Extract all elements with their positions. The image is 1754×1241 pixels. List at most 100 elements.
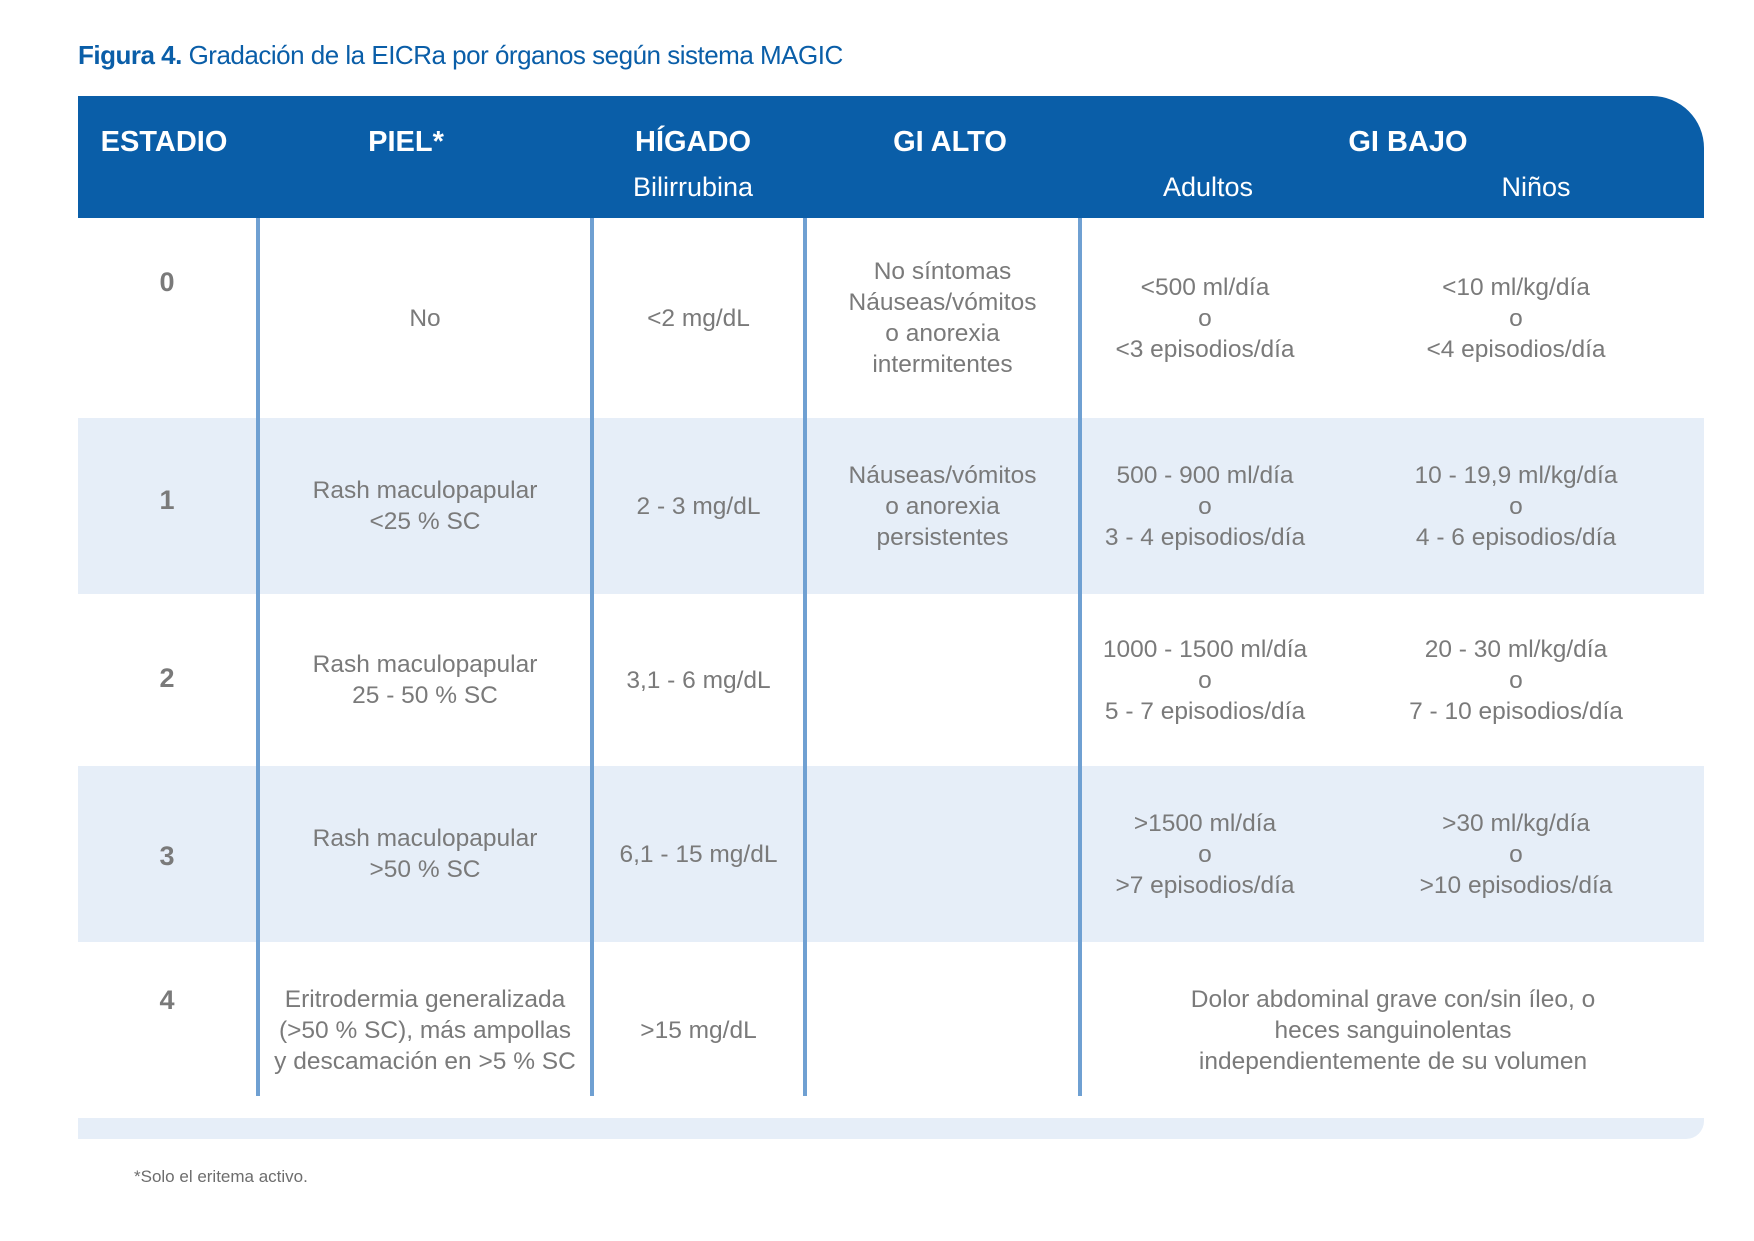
cell-higado: 2 - 3 mg/dL <box>594 418 803 594</box>
table-header: ESTADIO PIEL* HÍGADO Bilirrubina GI ALTO… <box>78 96 1704 218</box>
cell-gi-alto: Náuseas/vómitos o anorexia persistentes <box>807 418 1078 594</box>
cell-line: persistentes <box>876 523 1009 551</box>
cell-piel: Rash maculopapular 25 - 50 % SC <box>260 594 590 766</box>
cell-line: Náuseas/vómitos <box>848 289 1037 316</box>
cell-adultos: 1000 - 1500 ml/día o 5 - 7 episodios/día <box>1082 594 1328 766</box>
cell-line: o <box>1509 304 1523 332</box>
cell-gi-alto: No síntomas Náuseas/vómitos o anorexia inte… <box>807 218 1078 418</box>
cell-line: 25 - 50 % SC <box>352 682 498 709</box>
cell-line: Dolor abdominal grave con/sin íleo, o <box>1190 985 1596 1013</box>
figure-label: Figura 4. <box>78 40 182 70</box>
cell-line: 7 - 10 episodios/día <box>1409 697 1623 725</box>
cell-line: 3 <box>159 840 175 871</box>
cell-line: >10 episodios/día <box>1419 871 1613 899</box>
cell-stage: 2 <box>78 594 256 762</box>
cell-line: No síntomas <box>873 258 1012 285</box>
column-divider <box>590 218 594 1096</box>
cell-ninos: 20 - 30 ml/kg/día o 7 - 10 episodios/día <box>1328 594 1704 766</box>
cell-line: 5 - 7 episodios/día <box>1104 697 1306 725</box>
cell-line: 500 - 900 ml/día <box>1116 461 1294 489</box>
header-higado-sub: Bilirrubina <box>632 172 754 202</box>
header-piel: PIEL* <box>368 126 444 158</box>
cell-piel: Rash maculopapular >50 % SC <box>260 766 590 942</box>
cell-line: <2 mg/dL <box>647 304 750 332</box>
cell-ninos: <10 ml/kg/día o <4 episodios/día <box>1328 218 1704 418</box>
table-footer-band <box>78 1118 1704 1139</box>
cell-line: 3,1 - 6 mg/dL <box>626 666 771 694</box>
cell-line: >30 ml/kg/día <box>1442 809 1590 837</box>
cell-line: o <box>1198 666 1212 694</box>
cell-line: Náuseas/vómitos <box>848 461 1037 489</box>
cell-line: Rash maculopapular <box>312 477 538 504</box>
cell-line: o <box>1509 492 1523 520</box>
cell-line: 2 <box>159 662 175 693</box>
column-divider <box>1078 218 1082 1096</box>
cell-line: <10 ml/kg/día <box>1442 273 1590 301</box>
cell-stage: 3 <box>78 766 256 946</box>
header-gi-bajo-ninos: Niños <box>1501 172 1571 202</box>
magic-grading-table: ESTADIO PIEL* HÍGADO Bilirrubina GI ALTO… <box>78 96 1704 1139</box>
cell-line: No <box>409 304 441 332</box>
cell-adultos: <500 ml/día o <3 episodios/día <box>1082 218 1328 418</box>
cell-line: >1500 ml/día <box>1133 809 1277 837</box>
cell-line: o anorexia <box>885 492 1000 520</box>
cell-line: 6,1 - 15 mg/dL <box>619 840 778 868</box>
header-higado: HÍGADO <box>635 126 751 158</box>
cell-line: o anorexia <box>885 320 1000 347</box>
cell-higado: 3,1 - 6 mg/dL <box>594 594 803 766</box>
cell-line: 20 - 30 ml/kg/día <box>1424 635 1608 663</box>
column-divider <box>256 218 260 1096</box>
cell-higado: 6,1 - 15 mg/dL <box>594 766 803 942</box>
cell-ninos: 10 - 19,9 ml/kg/día o 4 - 6 episodios/día <box>1328 418 1704 594</box>
cell-line: 3 - 4 episodios/día <box>1104 523 1306 551</box>
row-band-3 <box>78 766 1704 942</box>
cell-stage: 4 <box>78 942 256 1058</box>
header-gi-bajo: GI BAJO <box>1348 126 1468 158</box>
row-band-1 <box>78 418 1704 594</box>
cell-line: 1000 - 1500 ml/día <box>1102 635 1308 663</box>
cell-higado: >15 mg/dL <box>594 942 803 1118</box>
cell-line: o <box>1509 840 1523 868</box>
column-divider <box>803 218 807 1096</box>
cell-line: 1 <box>159 484 175 515</box>
cell-piel: Rash maculopapular <25 % SC <box>260 418 590 594</box>
cell-line: Rash maculopapular <box>312 651 538 678</box>
header-gi-bajo-adultos: Adultos <box>1162 172 1254 202</box>
cell-line: 2 - 3 mg/dL <box>636 492 761 520</box>
cell-gi-bajo: Dolor abdominal grave con/sin íleo, o hec… <box>1082 942 1704 1118</box>
cell-line: <4 episodios/día <box>1426 335 1606 363</box>
cell-line: y descamación en >5 % SC <box>274 1047 576 1075</box>
cell-stage: 0 <box>78 218 256 346</box>
header-estadio: ESTADIO <box>100 126 228 158</box>
cell-line: (>50 % SC), más ampollas <box>278 1016 572 1044</box>
cell-piel: No <box>260 218 590 418</box>
cell-line: >50 % SC <box>369 856 481 883</box>
cell-ninos: >30 ml/kg/día o >10 episodios/día <box>1328 766 1704 942</box>
cell-line: 4 - 6 episodios/día <box>1415 523 1617 551</box>
cell-stage: 1 <box>78 418 256 582</box>
cell-line: <25 % SC <box>369 508 481 535</box>
cell-line: Eritrodermia generalizada <box>284 985 566 1013</box>
cell-line: >15 mg/dL <box>640 1016 757 1044</box>
cell-adultos: >1500 ml/día o >7 episodios/día <box>1082 766 1328 942</box>
figure-title: Gradación de la EICRa por órganos según … <box>181 40 844 70</box>
cell-line: heces sanguinolentas <box>1274 1016 1512 1044</box>
cell-piel: Eritrodermia generalizada (>50 % SC), más… <box>260 942 590 1118</box>
cell-line: intermitentes <box>872 351 1013 378</box>
cell-higado: <2 mg/dL <box>594 218 803 418</box>
cell-line: >7 episodios/día <box>1115 871 1295 899</box>
cell-line: 10 - 19,9 ml/kg/día <box>1414 461 1618 489</box>
cell-line: o <box>1198 304 1212 332</box>
cell-line: Rash maculopapular <box>312 825 538 852</box>
cell-line: <500 ml/día <box>1140 273 1270 301</box>
cell-line: 4 <box>159 984 175 1015</box>
cell-line: <3 episodios/día <box>1115 335 1295 363</box>
cell-line: 0 <box>159 266 175 297</box>
cell-adultos: 500 - 900 ml/día o 3 - 4 episodios/día <box>1082 418 1328 594</box>
footnote: *Solo el eritema activo. <box>134 1167 308 1186</box>
header-gi-alto: GI ALTO <box>893 126 1007 158</box>
cell-line: o <box>1198 492 1212 520</box>
figure-caption: Figura 4. Gradación de la EICRa por órga… <box>78 40 843 71</box>
cell-line: o <box>1198 840 1212 868</box>
cell-line: independientemente de su volumen <box>1198 1047 1588 1075</box>
